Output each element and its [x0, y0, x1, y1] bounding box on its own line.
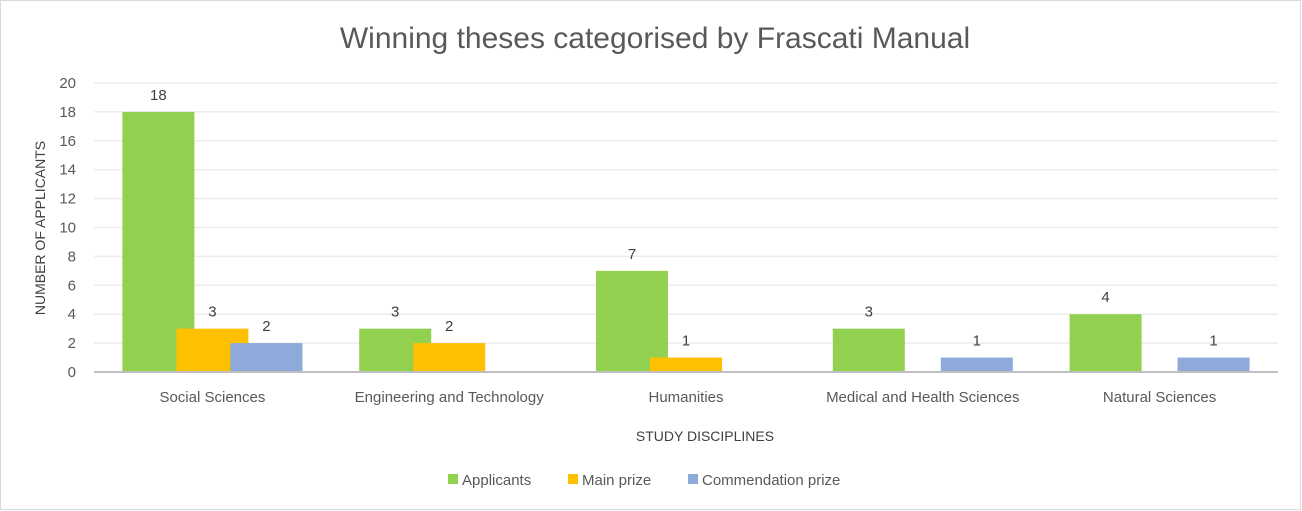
data-label: 2	[262, 318, 270, 335]
data-label: 1	[1209, 333, 1217, 350]
x-axis-label: STUDY DISCIPLINES	[636, 428, 774, 444]
y-tick-label: 4	[68, 306, 76, 323]
data-label: 2	[445, 318, 453, 335]
data-labels: 18 3 2 3 2 7 1 3 1 4 1	[150, 87, 1218, 350]
legend-swatch	[688, 474, 698, 484]
x-axis-categories: Social Sciences Engineering and Technolog…	[159, 389, 1216, 406]
bar-main-prize	[413, 343, 486, 372]
legend-label: Commendation prize	[702, 472, 840, 489]
y-tick-label: 20	[59, 75, 76, 92]
x-tick-label: Humanities	[648, 389, 723, 406]
bars	[122, 111, 1250, 373]
x-tick-label: Engineering and Technology	[355, 389, 545, 406]
y-tick-label: 10	[59, 220, 76, 237]
data-label: 1	[682, 333, 690, 350]
bar-main-prize	[650, 357, 722, 372]
data-label: 18	[150, 87, 167, 104]
chart-title: Winning theses categorised by Frascati M…	[340, 22, 970, 55]
bar-applicants	[596, 270, 668, 372]
y-tick-label: 8	[68, 248, 76, 265]
y-tick-label: 2	[68, 335, 76, 352]
data-label: 3	[865, 304, 873, 321]
x-tick-label: Social Sciences	[159, 389, 265, 406]
bar-commendation-prize	[940, 357, 1013, 372]
legend-swatch	[568, 474, 578, 484]
y-tick-label: 12	[59, 191, 76, 208]
bar-applicants	[1069, 314, 1142, 372]
y-tick-label: 18	[59, 104, 76, 121]
legend-label: Applicants	[462, 472, 531, 489]
legend: Applicants Main prize Commendation prize	[448, 472, 840, 489]
x-tick-label: Medical and Health Sciences	[826, 389, 1019, 406]
y-axis-label: NUMBER OF APPLICANTS	[32, 141, 48, 315]
legend-swatch	[448, 474, 458, 484]
y-tick-label: 16	[59, 133, 76, 150]
legend-label: Main prize	[582, 472, 651, 489]
data-label: 3	[391, 304, 399, 321]
data-label: 7	[628, 246, 636, 263]
y-tick-label: 14	[59, 162, 76, 179]
bar-commendation-prize	[230, 343, 303, 372]
y-axis-ticks: 0 2 4 6 8 10 12 14 16 18 20	[59, 75, 76, 381]
x-tick-label: Natural Sciences	[1103, 389, 1216, 406]
data-label: 3	[208, 304, 216, 321]
y-tick-label: 6	[68, 277, 76, 294]
bar-commendation-prize	[1177, 357, 1250, 372]
bar-applicants	[832, 328, 905, 372]
data-label: 1	[973, 333, 981, 350]
data-label: 4	[1101, 289, 1109, 306]
y-tick-label: 0	[68, 364, 76, 381]
